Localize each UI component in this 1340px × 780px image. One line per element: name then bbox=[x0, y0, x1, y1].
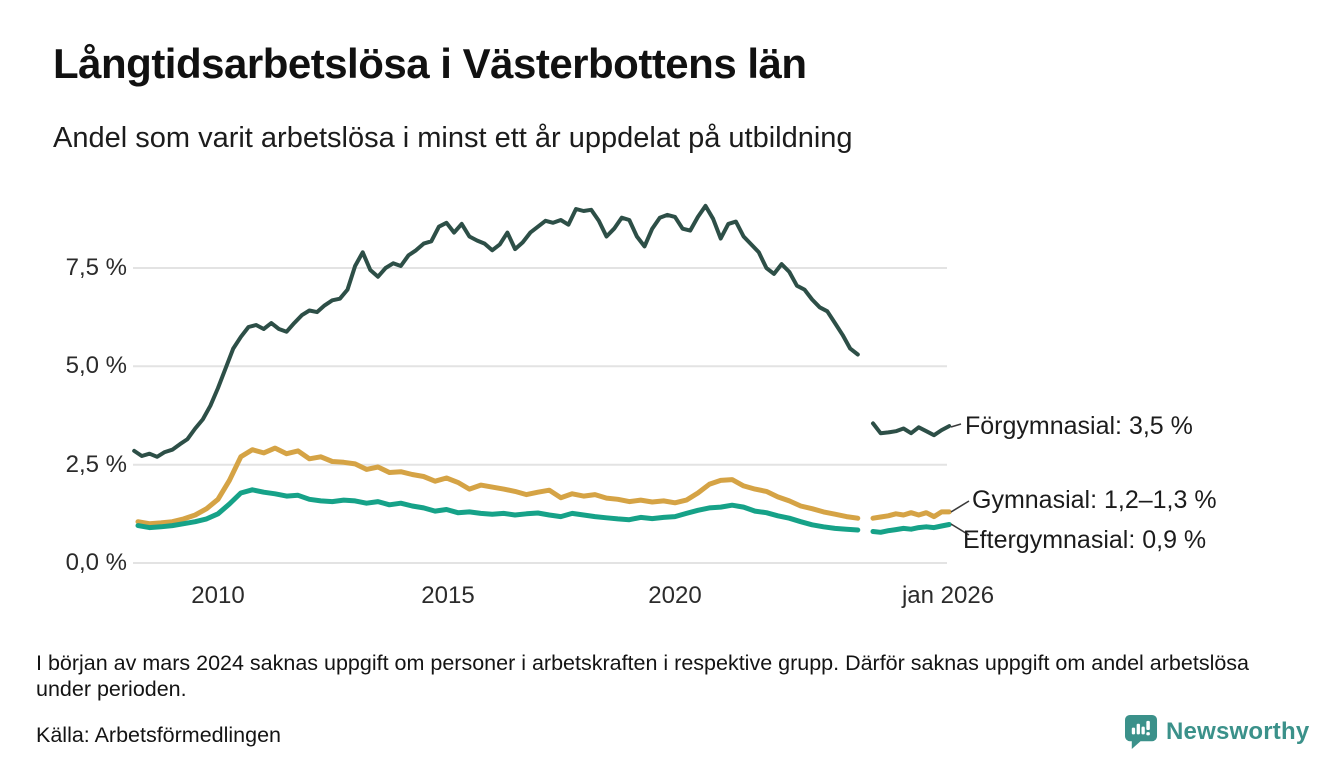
x-axis-tick-2010: 2010 bbox=[191, 582, 245, 609]
source-credit: Källa: Arbetsförmedlingen bbox=[36, 723, 282, 747]
series-line-förgymnasial bbox=[871, 421, 952, 438]
gridlines bbox=[133, 267, 947, 564]
x-axis-tick-2020: 2020 bbox=[648, 582, 702, 609]
series-end-label-forgymnasial: Förgymnasial: 3,5 % bbox=[965, 412, 1193, 440]
series-lines bbox=[132, 203, 952, 535]
bar-chart-speech-bubble-icon bbox=[1125, 715, 1158, 749]
y-axis-tick-0-0: 0,0 % bbox=[65, 549, 127, 576]
page-subtitle: Andel som varit arbetslösa i minst ett å… bbox=[53, 122, 853, 154]
series-line-gymnasial bbox=[135, 445, 861, 527]
y-axis-tick-2-5: 2,5 % bbox=[65, 451, 127, 478]
series-line-gymnasial bbox=[870, 509, 952, 521]
newsworthy-brand: Newsworthy bbox=[1125, 714, 1309, 750]
x-axis-tick-2015: 2015 bbox=[421, 582, 475, 609]
label-connectors bbox=[950, 423, 970, 536]
connector-forgymnasial bbox=[950, 423, 962, 428]
series-line-förgymnasial bbox=[132, 203, 860, 459]
footnote: I början av mars 2024 saknas uppgift om … bbox=[36, 651, 1250, 701]
y-axis-tick-5-0: 5,0 % bbox=[65, 352, 127, 379]
series-end-label-eftergymnasial: Eftergymnasial: 0,9 % bbox=[963, 526, 1207, 554]
brand-name: Newsworthy bbox=[1166, 718, 1310, 745]
connector-gymnasial bbox=[950, 500, 970, 513]
series-line-eftergymnasial bbox=[870, 522, 952, 535]
x-axis-tick-jan-2026: jan 2026 bbox=[901, 582, 995, 609]
series-line-eftergymnasial bbox=[135, 487, 861, 533]
y-axis-tick-7-5: 7,5 % bbox=[65, 254, 127, 281]
series-end-label-gymnasial: Gymnasial: 1,2–1,3 % bbox=[972, 486, 1217, 514]
connector-eftergymnasial bbox=[950, 523, 970, 536]
page-title: Långtidsarbetslösa i Västerbottens län bbox=[53, 40, 807, 87]
